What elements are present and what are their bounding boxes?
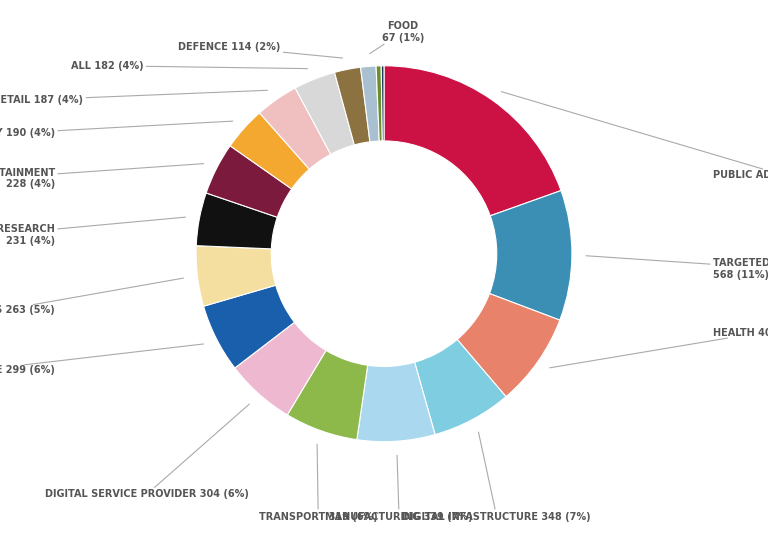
Text: FOOD
67 (1%): FOOD 67 (1%) [369, 21, 424, 53]
Wedge shape [415, 340, 506, 434]
Text: DEFENCE 114 (2%): DEFENCE 114 (2%) [178, 42, 343, 58]
Wedge shape [196, 246, 276, 306]
Text: RETAIL 187 (4%): RETAIL 187 (4%) [0, 90, 267, 105]
Wedge shape [376, 66, 382, 141]
Text: MEDIA/ENTERTAINMENT
228 (4%): MEDIA/ENTERTAINMENT 228 (4%) [0, 164, 204, 189]
Wedge shape [357, 362, 435, 441]
Text: TRANSPORT 319 (6%): TRANSPORT 319 (6%) [259, 444, 378, 522]
Wedge shape [335, 67, 370, 145]
Wedge shape [489, 191, 572, 320]
Wedge shape [384, 66, 561, 216]
Wedge shape [457, 294, 560, 397]
Text: SERVICES 263 (5%): SERVICES 263 (5%) [0, 278, 184, 315]
Text: TARGETED INDIVIDUALS
568 (11%): TARGETED INDIVIDUALS 568 (11%) [586, 256, 768, 280]
Wedge shape [381, 66, 384, 141]
Wedge shape [230, 113, 310, 189]
Wedge shape [360, 66, 379, 142]
Text: BANKING/FINANCE 299 (6%): BANKING/FINANCE 299 (6%) [0, 344, 204, 375]
Text: DIGITAL SERVICE PROVIDER 304 (6%): DIGITAL SERVICE PROVIDER 304 (6%) [45, 404, 250, 499]
Text: EDUCATION/RESEARCH
231 (4%): EDUCATION/RESEARCH 231 (4%) [0, 217, 185, 246]
Text: DIGITAL INFASTRUCTURE 348 (7%): DIGITAL INFASTRUCTURE 348 (7%) [402, 432, 591, 522]
Wedge shape [206, 146, 292, 217]
Wedge shape [287, 350, 368, 440]
Text: PUBLIC ADMIN 991 (19%): PUBLIC ADMIN 991 (19%) [502, 92, 768, 180]
Wedge shape [235, 322, 326, 415]
Wedge shape [295, 72, 354, 154]
Wedge shape [197, 193, 277, 249]
Text: ALL 182 (4%): ALL 182 (4%) [71, 61, 307, 71]
Text: MANUFACTURING 339 (7%): MANUFACTURING 339 (7%) [325, 455, 473, 522]
Text: ENERGY 190 (4%): ENERGY 190 (4%) [0, 121, 233, 138]
Wedge shape [204, 285, 294, 368]
Wedge shape [260, 88, 331, 169]
Text: HEALTH 406 (8%): HEALTH 406 (8%) [550, 328, 768, 368]
